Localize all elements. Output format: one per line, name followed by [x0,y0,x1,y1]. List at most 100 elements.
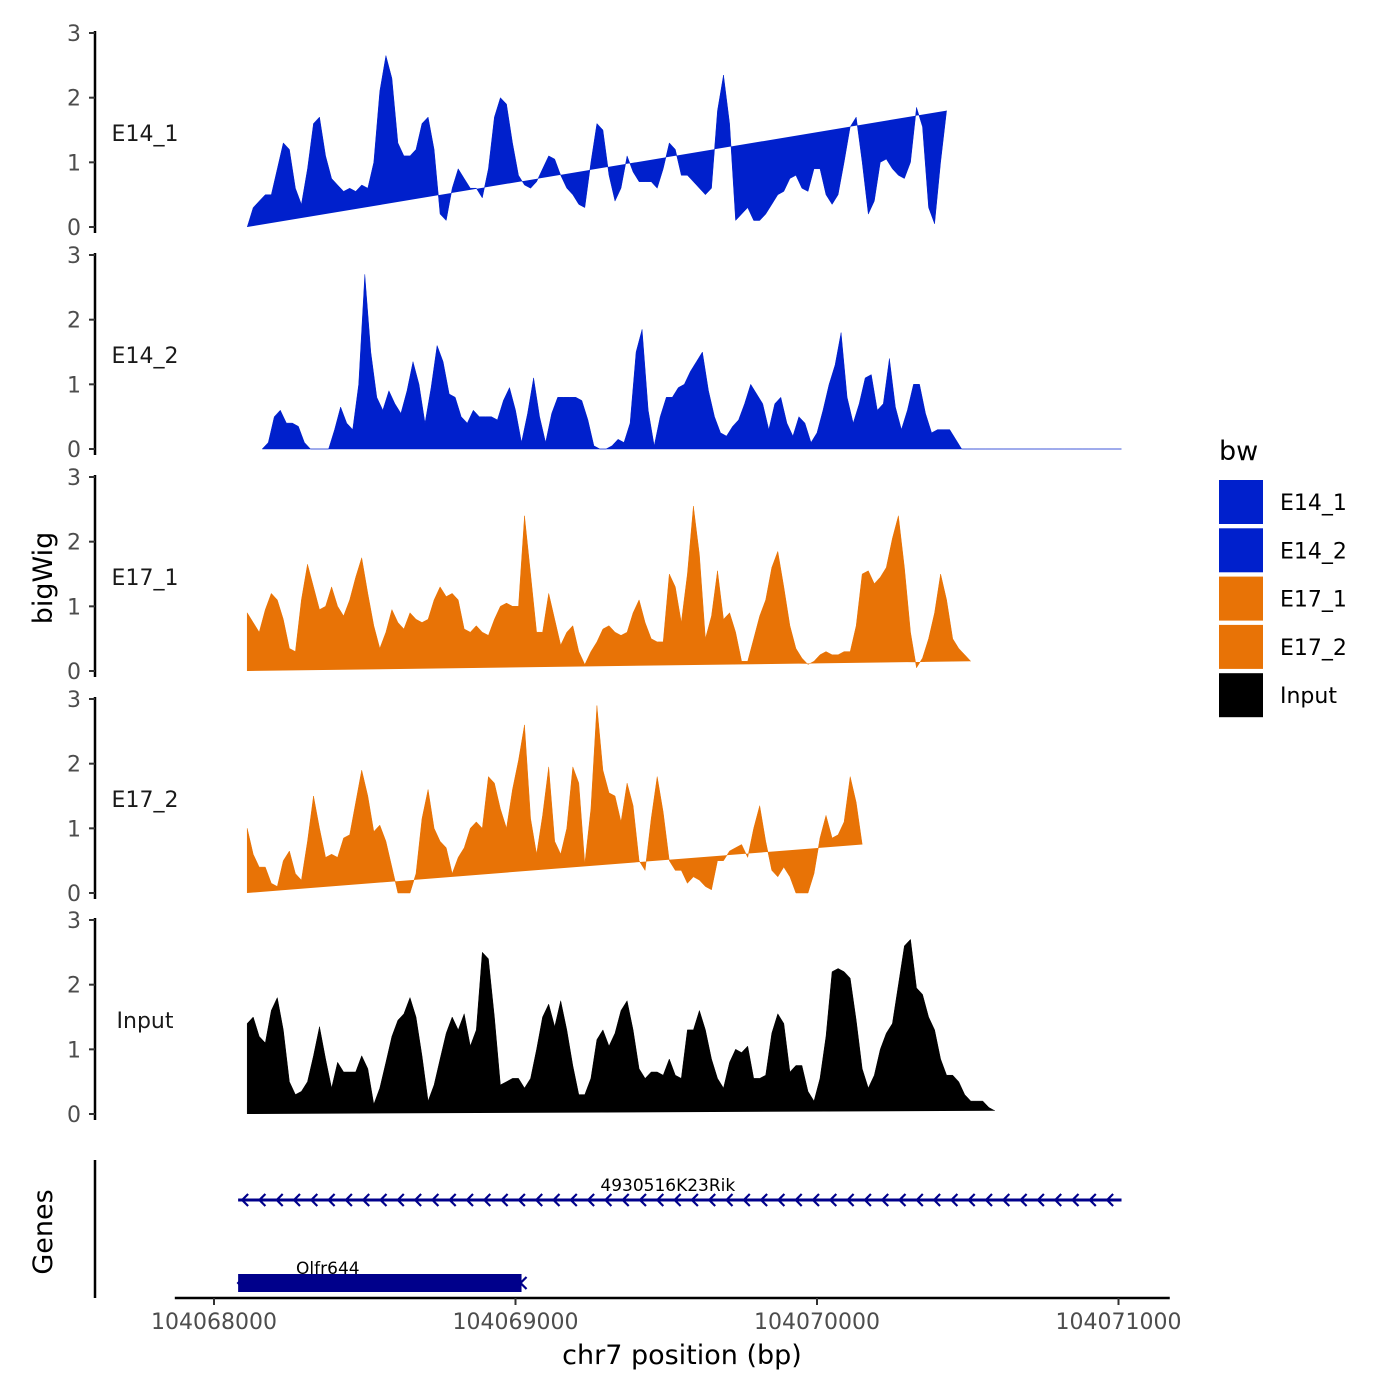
strand-arrow [465,1193,474,1207]
gene-label: Olfr644 [296,1259,360,1279]
gene-block [238,1274,522,1292]
strand-arrow [240,1193,249,1207]
strand-arrow [1088,1193,1097,1207]
strand-arrow [1053,1193,1062,1207]
signal-tracks: 0 1 2 3 E14_1 0 1 2 3 E14_2 0 1 2 3 E17_1 0 1 2 3 E17_2 0 1 2 3… [67,22,1122,1128]
track-input: 0 1 2 3 Input [67,909,996,1128]
strand-arrow [1070,1193,1080,1207]
strand-arrow [915,1193,924,1207]
legend-item-e14_1: E14_1 [1219,480,1347,524]
strand-arrow [569,1193,578,1207]
y-tick-label: 3 [67,466,81,491]
y-tick-label: 1 [67,151,81,176]
strand-arrow [344,1193,353,1207]
y-tick-label: 2 [67,87,81,112]
strand-arrow [655,1193,665,1207]
strand-arrow [932,1193,941,1207]
legend-swatch [1219,576,1263,621]
track-label: E17_1 [112,566,179,591]
strand-arrow [794,1193,803,1207]
strand-arrow [621,1193,630,1207]
strand-arrow [430,1193,440,1207]
strand-arrow [724,1193,734,1207]
y-tick-label: 0 [67,660,81,685]
legend: bw E14_1 E14_2 E17_1 E17_2 Input [1219,436,1347,718]
track-label: E17_2 [112,788,179,813]
legend-item-e17_2: E17_2 [1219,624,1347,669]
strand-arrow [880,1193,889,1207]
legend-swatch [1219,528,1263,573]
strand-arrow [707,1193,716,1207]
strand-arrow [500,1193,509,1207]
y-axis-title: bigWig [28,532,59,625]
gene-label: 4930516K23Rik [600,1176,735,1196]
strand-arrow [863,1193,872,1207]
legend-item-e17_1: E17_1 [1219,576,1347,621]
track-e14_2: 0 1 2 3 E14_2 [67,244,1122,463]
y-tick-label: 2 [67,974,81,999]
strand-arrow [1036,1193,1045,1207]
strand-arrow [828,1193,838,1207]
y-tick-label: 1 [67,373,81,398]
y-tick-label: 2 [67,309,81,334]
legend-swatch [1219,673,1263,718]
x-tick-label: 104070000 [754,1310,880,1335]
gene-olfr644: Olfr644 [236,1259,528,1292]
strand-arrow [638,1193,647,1207]
strand-arrow [292,1193,301,1207]
strand-arrow [482,1193,492,1207]
strand-arrow [1105,1193,1114,1207]
y-tick-label: 1 [67,817,81,842]
genes-track-title: Genes [28,1189,59,1274]
strand-arrow [603,1193,613,1207]
y-tick-label: 0 [67,438,81,463]
gene-4930516k23rik: 4930516K23Rik [238,1176,1122,1207]
strand-arrow [378,1193,388,1207]
track-label: E14_2 [112,344,179,369]
legend-swatch [1219,624,1263,669]
x-axis-title: chr7 position (bp) [562,1340,802,1371]
strand-arrow [517,1193,526,1207]
legend-title: bw [1219,436,1258,467]
strand-arrow [846,1193,855,1207]
strand-arrow [690,1193,699,1207]
track-e17_2: 0 1 2 3 E17_2 [67,688,863,907]
legend-swatch [1219,480,1263,524]
y-tick-label: 3 [67,22,81,47]
legend-label: E14_1 [1280,491,1347,516]
strand-arrow [448,1193,457,1207]
track-label: E14_1 [112,122,179,147]
strand-arrow [811,1193,820,1207]
legend-item-e14_2: E14_2 [1219,528,1347,573]
strand-arrow [236,1276,245,1290]
track-e17_1: 0 1 2 3 E17_1 [67,466,971,685]
strand-arrow [967,1193,976,1207]
area-e17_1 [246,506,971,671]
y-tick-label: 3 [67,909,81,934]
legend-label: Input [1280,684,1337,709]
legend-label: E17_1 [1280,588,1347,613]
x-tick-label: 104071000 [1056,1310,1182,1335]
area-input [246,938,996,1114]
strand-arrow [984,1193,993,1207]
strand-arrow [396,1193,405,1207]
strand-arrow [327,1193,336,1207]
strand-arrow [257,1193,267,1207]
y-tick-label: 1 [67,595,81,620]
strand-arrow [361,1193,370,1207]
strand-arrow [897,1193,907,1207]
y-tick-label: 0 [67,1103,81,1128]
strand-arrow [413,1193,422,1207]
y-tick-label: 2 [67,531,81,556]
strand-arrow [1001,1193,1011,1207]
x-axis: 104068000 104069000 104070000 104071000 [151,1296,1182,1335]
area-e14_2 [261,274,1122,450]
strand-arrow [309,1193,319,1207]
legend-label: E17_2 [1280,636,1347,661]
y-tick-label: 0 [67,882,81,907]
y-tick-label: 1 [67,1038,81,1063]
legend-label: E14_2 [1280,539,1347,564]
area-e14_1 [246,55,947,228]
strand-arrow [586,1193,595,1207]
